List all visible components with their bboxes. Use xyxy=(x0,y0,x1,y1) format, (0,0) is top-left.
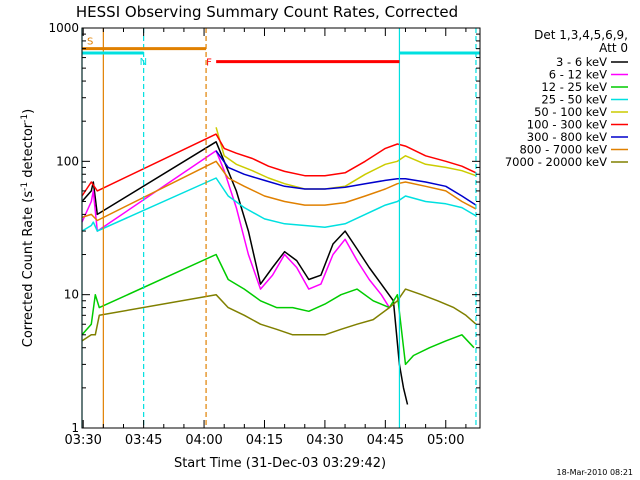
x-tick-label: 04:30 xyxy=(306,433,343,448)
legend-label: 12 - 25 keV xyxy=(541,80,607,94)
y-axis-label-end: ) xyxy=(21,109,36,114)
y-axis-label-sup2: -1 xyxy=(20,114,30,123)
x-tick-label: 03:30 xyxy=(64,433,101,448)
legend-label: 300 - 800 keV xyxy=(527,130,607,144)
y-axis-label: Corrected Count Rate (s-1 detector-1) xyxy=(20,109,36,347)
series-line-1 xyxy=(81,150,391,308)
legend-label: 800 - 7000 keV xyxy=(519,143,607,157)
series-line-4 xyxy=(215,127,477,190)
series-line-5 xyxy=(81,133,477,197)
y-axis-label-main: Corrected Count Rate (s xyxy=(21,191,36,348)
y-tick-label: 10 xyxy=(64,288,79,302)
series-line-6 xyxy=(215,150,477,206)
state-label-2: F xyxy=(206,58,212,69)
y-axis: 1 10 100 1000 xyxy=(48,21,480,435)
legend-label: 100 - 300 keV xyxy=(527,118,607,132)
series-line-7 xyxy=(81,160,477,222)
x-tick-label: 04:00 xyxy=(185,433,222,448)
y-tick-label: 100 xyxy=(56,154,79,168)
x-tick-label: 04:15 xyxy=(246,433,283,448)
legend-label: 6 - 12 keV xyxy=(549,68,607,82)
plot-lines xyxy=(81,127,477,405)
legend-title-1: Det 1,3,4,5,6,9, xyxy=(534,28,628,42)
x-axis-label: Start Time (31-Dec-03 03:29:42) xyxy=(174,456,386,471)
y-tick-label: 1 xyxy=(71,421,79,435)
y-axis-label-mid: detector xyxy=(21,122,36,182)
series-line-0 xyxy=(81,141,409,405)
x-axis: 03:30 03:45 04:00 04:15 04:30 04:45 05:00 xyxy=(64,28,467,448)
series-line-2 xyxy=(81,253,475,366)
legend-title-2: Att 0 xyxy=(599,41,628,55)
x-tick-label: 04:45 xyxy=(367,433,404,448)
state-label-1: N xyxy=(140,57,147,68)
x-tick-label: 05:00 xyxy=(427,433,464,448)
legend-label: 50 - 100 keV xyxy=(534,105,607,119)
x-tick-label: 03:45 xyxy=(125,433,162,448)
footer-timestamp: 18-Mar-2010 08:21 xyxy=(557,468,634,477)
plot-frame xyxy=(81,27,481,429)
chart-title: HESSI Observing Summary Count Rates, Cor… xyxy=(76,3,458,21)
y-axis-label-sup1: -1 xyxy=(20,182,30,191)
legend-label: 25 - 50 keV xyxy=(541,93,607,107)
legend-label: 7000 - 20000 keV xyxy=(505,155,607,169)
series-line-8 xyxy=(81,288,477,342)
legend-label: 3 - 6 keV xyxy=(556,55,607,69)
series-line-3 xyxy=(81,177,477,232)
annotation-layer: S N F xyxy=(81,28,480,428)
y-tick-label: 1000 xyxy=(48,21,79,35)
state-label-0: S xyxy=(87,37,93,48)
